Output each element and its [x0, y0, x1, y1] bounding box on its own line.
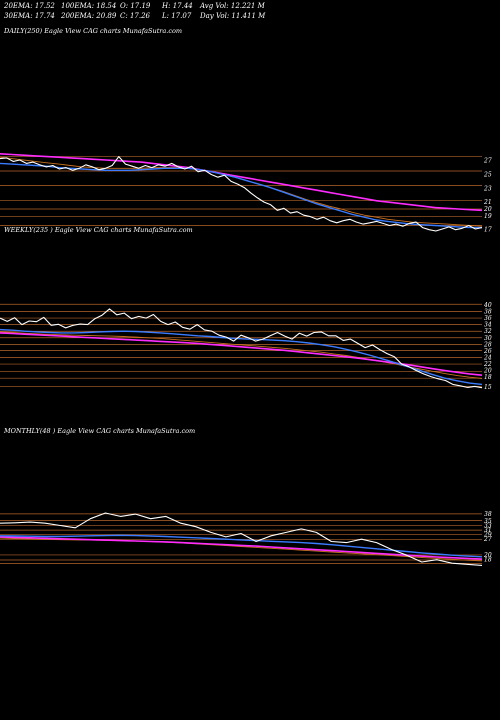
panel-2-ytick-7: 18 [484, 557, 492, 564]
header-row2-item-2: C: 17.26 [120, 12, 150, 20]
panel-1-ytick-5: 30 [484, 335, 492, 342]
header-row2-item-0: 30EMA: 17.74 [4, 12, 55, 20]
panel-1-ytick-1: 38 [484, 309, 492, 316]
panel-1-ytick-7: 26 [483, 348, 492, 355]
header-row1-item-1: 100EMA: 18.54 [61, 2, 117, 10]
panel-1-ytick-0: 40 [483, 302, 492, 309]
panel-1-ytick-12: 15 [484, 384, 492, 391]
panel-2-ytick-4: 29 [483, 532, 492, 539]
header-row1-item-3: H: 17.44 [162, 2, 193, 10]
panel-2-ytick-2: 33 [484, 523, 492, 530]
panel-1-ytick-11: 18 [484, 374, 492, 381]
panel-0-ytick-5: 19 [484, 213, 492, 220]
panel-1-ytick-10: 20 [483, 368, 492, 375]
panel-0-series-ema_blue [0, 162, 482, 229]
panel-2-series-ema_magenta [0, 536, 483, 560]
monthly-panel-title: MONTHLY(48 ) Eagle View CAG charts Munaf… [4, 427, 196, 435]
panel-1-ytick-6: 28 [483, 341, 492, 348]
panel-1-series-ema_blue [0, 328, 483, 386]
panel-2-series-ema_orange [0, 537, 483, 562]
header-row1-item-2: O: 17.19 [120, 2, 151, 10]
panel-0-ytick-2: 23 [483, 185, 492, 192]
panel-2-ytick-0: 38 [484, 511, 492, 518]
panel-2-ytick-5: 27 [483, 536, 492, 543]
daily-panel-title: DAILY(250) Eagle View CAG charts MunafaS… [4, 27, 183, 35]
panel-1-ytick-8: 24 [483, 355, 492, 362]
panel-2-ytick-6: 20 [483, 552, 492, 559]
header-row2-item-4: Day Vol: 11.411 M [200, 12, 266, 20]
panel-1-ytick-2: 36 [484, 315, 492, 322]
header-row1-item-4: Avg Vol: 12.221 M [200, 2, 265, 10]
panel-1-series-price [0, 308, 483, 389]
header-row1-item-0: 20EMA: 17.52 [4, 2, 55, 10]
panel-2-series-ema_blue [0, 534, 483, 558]
panel-1-ytick-9: 22 [483, 361, 492, 368]
panel-0-series-price [0, 156, 483, 232]
panel-2-series-price [0, 512, 483, 566]
panel-0-ytick-0: 27 [483, 158, 492, 165]
header-row2-item-3: L: 17.07 [162, 12, 192, 20]
header-row2-item-1: 200EMA: 20.89 [61, 12, 117, 20]
panel-2-ytick-1: 35 [484, 518, 492, 525]
panel-1-ytick-4: 32 [484, 328, 492, 335]
panel-2-ytick-3: 31 [484, 527, 492, 534]
panel-0-ytick-6: 17 [484, 227, 492, 234]
panel-0-ytick-1: 25 [483, 171, 492, 178]
panel-1-ytick-3: 34 [484, 322, 492, 329]
panel-0-series-ema_orange [0, 156, 483, 227]
panel-0-ytick-3: 21 [483, 199, 492, 206]
panel-0-ytick-4: 20 [483, 206, 492, 213]
weekly-panel-title: WEEKLY(235 ) Eagle View CAG charts Munaf… [4, 226, 193, 234]
panel-0-series-ema_magenta [0, 153, 483, 212]
